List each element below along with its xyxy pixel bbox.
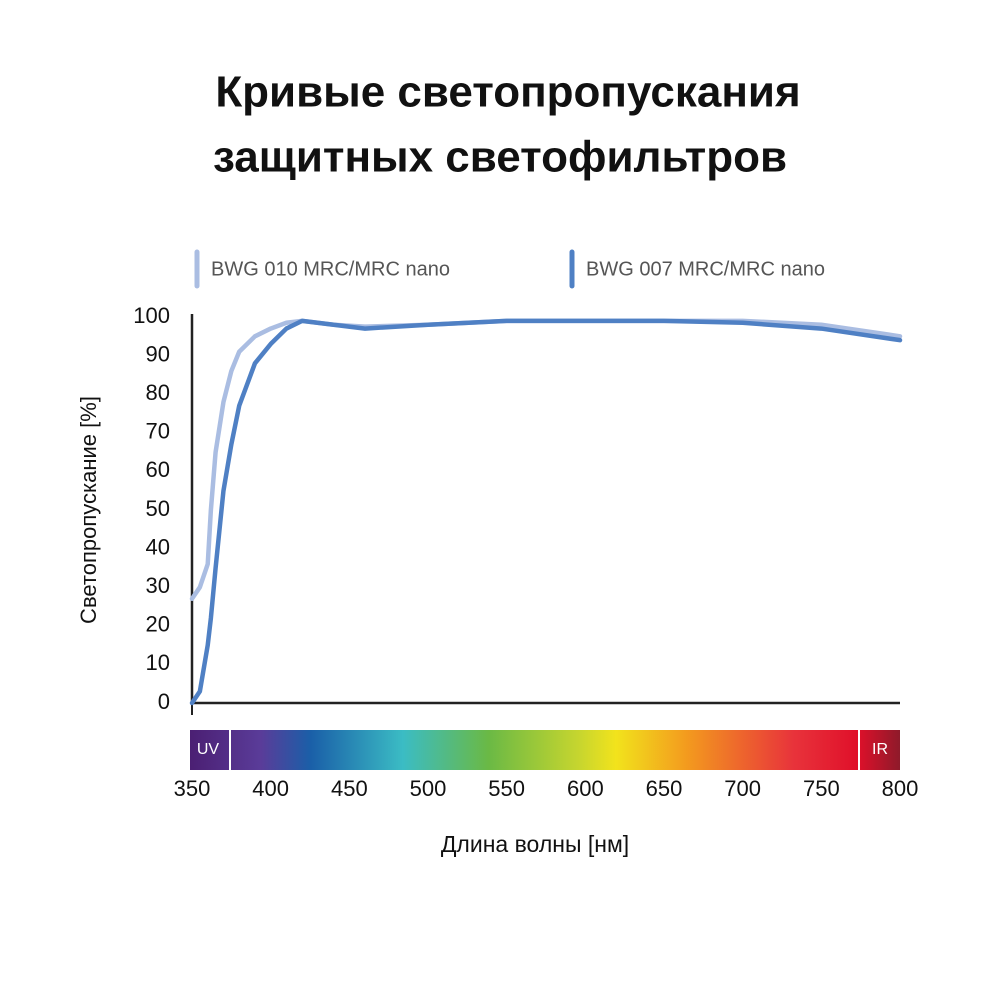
y-tick-label: 50 xyxy=(146,496,170,521)
y-tick-label: 80 xyxy=(146,380,170,405)
x-tick-label: 450 xyxy=(331,776,368,801)
data-line xyxy=(189,318,903,602)
chart-title: защитных светофильтров xyxy=(213,133,787,182)
uv-label: UV xyxy=(197,741,220,758)
y-tick-label: 40 xyxy=(146,534,170,559)
x-tick-label: 650 xyxy=(646,776,683,801)
x-axis-label: Длина волны [нм] xyxy=(441,831,629,857)
y-tick-label: 10 xyxy=(146,650,170,675)
chart-title: Кривые светопропускания xyxy=(215,68,800,117)
y-tick-label: 60 xyxy=(146,457,170,482)
y-tick-label: 0 xyxy=(158,689,170,714)
legend-label: BWG 007 MRC/MRC nano xyxy=(586,258,825,280)
x-tick-label: 500 xyxy=(410,776,447,801)
spectrum-bar xyxy=(190,730,900,770)
x-tick-label: 800 xyxy=(882,776,919,801)
x-tick-label: 350 xyxy=(174,776,211,801)
y-tick-label: 30 xyxy=(146,573,170,598)
ir-label: IR xyxy=(872,741,888,758)
x-tick-label: 700 xyxy=(724,776,761,801)
y-tick-label: 70 xyxy=(146,419,170,444)
x-tick-label: 400 xyxy=(252,776,289,801)
x-tick-label: 600 xyxy=(567,776,604,801)
y-tick-label: 20 xyxy=(146,612,170,637)
x-tick-label: 550 xyxy=(488,776,525,801)
y-axis-label: Светопропускание [%] xyxy=(76,396,101,624)
y-tick-label: 100 xyxy=(133,303,170,328)
x-tick-label: 750 xyxy=(803,776,840,801)
legend-label: BWG 010 MRC/MRC nano xyxy=(211,258,450,280)
data-line xyxy=(189,318,903,706)
y-tick-label: 90 xyxy=(146,341,170,366)
